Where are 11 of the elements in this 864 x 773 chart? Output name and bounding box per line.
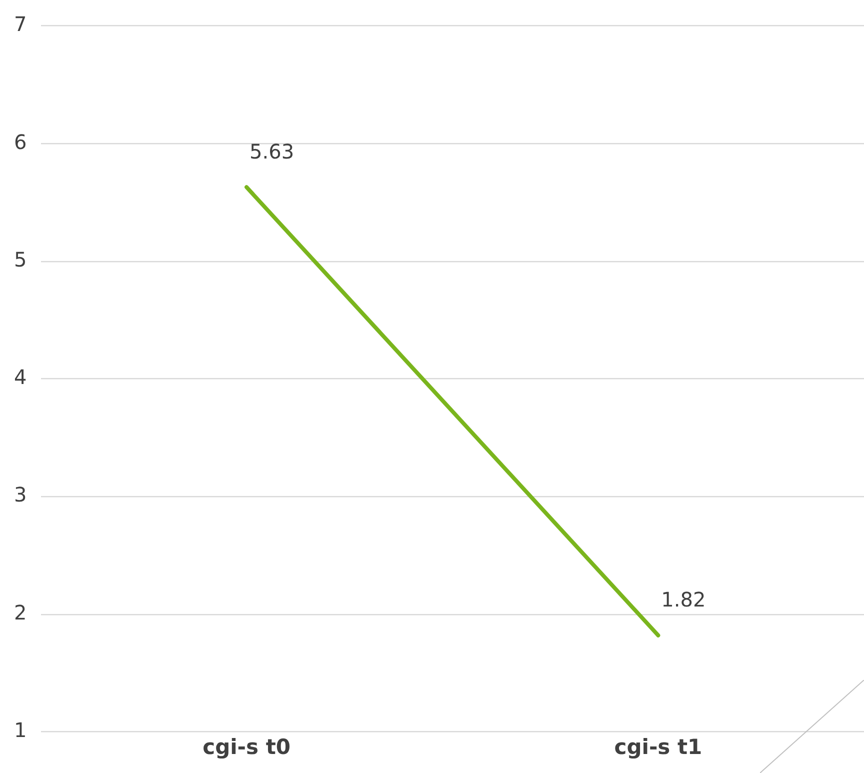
data-label: 1.82 xyxy=(661,588,706,612)
y-tick-label: 3 xyxy=(14,482,27,507)
x-tick-label: cgi-s t1 xyxy=(614,734,702,759)
x-tick-label: cgi-s t0 xyxy=(202,734,290,759)
y-tick-label: 6 xyxy=(14,130,27,154)
y-tick-label: 2 xyxy=(14,600,27,624)
y-tick-label: 7 xyxy=(14,12,27,36)
y-tick-label: 4 xyxy=(14,365,27,390)
data-label: 5.63 xyxy=(250,139,294,164)
y-tick-label: 5 xyxy=(14,247,27,272)
y-tick-label: 1 xyxy=(14,718,27,742)
